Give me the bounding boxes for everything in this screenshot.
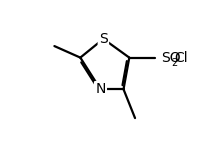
Text: S: S: [99, 32, 108, 46]
Text: N: N: [95, 82, 106, 96]
Text: 2: 2: [171, 58, 177, 68]
Text: Cl: Cl: [174, 51, 187, 65]
Text: SO: SO: [161, 51, 181, 65]
